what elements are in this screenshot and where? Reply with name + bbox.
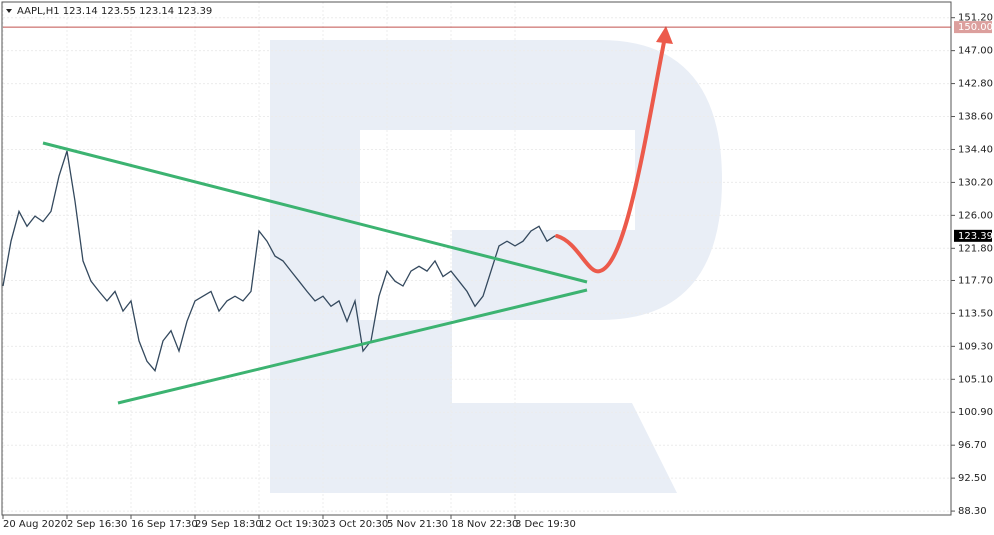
arrow-head: [656, 26, 673, 44]
header: AAPL,H1 123.14 123.55 123.14 123.39: [17, 6, 212, 17]
y-tick-label: 142.80: [958, 79, 993, 90]
last-price-box: [954, 229, 992, 242]
annotations: [42, 26, 673, 405]
level-label: 150.00: [958, 22, 993, 33]
x-tick-label: 12 Oct 19:30: [259, 519, 324, 530]
y-tick-label: 88.30: [958, 506, 987, 517]
trend-line: [117, 288, 588, 405]
x-tick-label: 29 Sep 18:30: [195, 519, 262, 530]
y-tick-label: 138.60: [958, 112, 993, 123]
plot-frame: [1, 1, 952, 516]
y-tick-label: 117.70: [958, 275, 993, 286]
level-label-box: [954, 21, 992, 34]
y-tick-label: 147.00: [958, 46, 993, 57]
plot-area: [2, 150, 556, 373]
x-tick-label: 3 Dec 19:30: [515, 519, 576, 530]
x-tick-label: 18 Nov 22:30: [451, 519, 518, 530]
y-tick-label: 109.30: [958, 341, 993, 352]
y-tick-label: 126.00: [958, 210, 993, 221]
y-tick-label: 92.50: [958, 473, 987, 484]
forecast-arrow: [555, 40, 666, 274]
trend-line: [42, 141, 588, 284]
x-tick-label: 2 Sep 16:30: [67, 519, 127, 530]
y-tick-label: 121.80: [958, 243, 993, 254]
x-tick-label: 20 Aug 2020: [3, 519, 67, 530]
y-tick-label: 105.10: [958, 374, 993, 385]
x-tick-label: 23 Oct 20:30: [323, 519, 388, 530]
last-price-label: 123.39: [958, 231, 993, 242]
y-tick-label: 130.20: [958, 177, 993, 188]
y-tick-label: 151.20: [958, 13, 993, 24]
x-tick-label: 16 Sep 17:30: [131, 519, 198, 530]
header-icon: [6, 9, 12, 13]
x-tick-label: 5 Nov 21:30: [387, 519, 448, 530]
price-line: [2, 150, 556, 373]
watermark: [270, 40, 722, 493]
grid: [2, 2, 951, 515]
y-tick-label: 113.50: [958, 308, 993, 319]
y-tick-label: 96.70: [958, 440, 987, 451]
y-tick-label: 134.40: [958, 144, 993, 155]
y-tick-label: 100.90: [958, 407, 993, 418]
